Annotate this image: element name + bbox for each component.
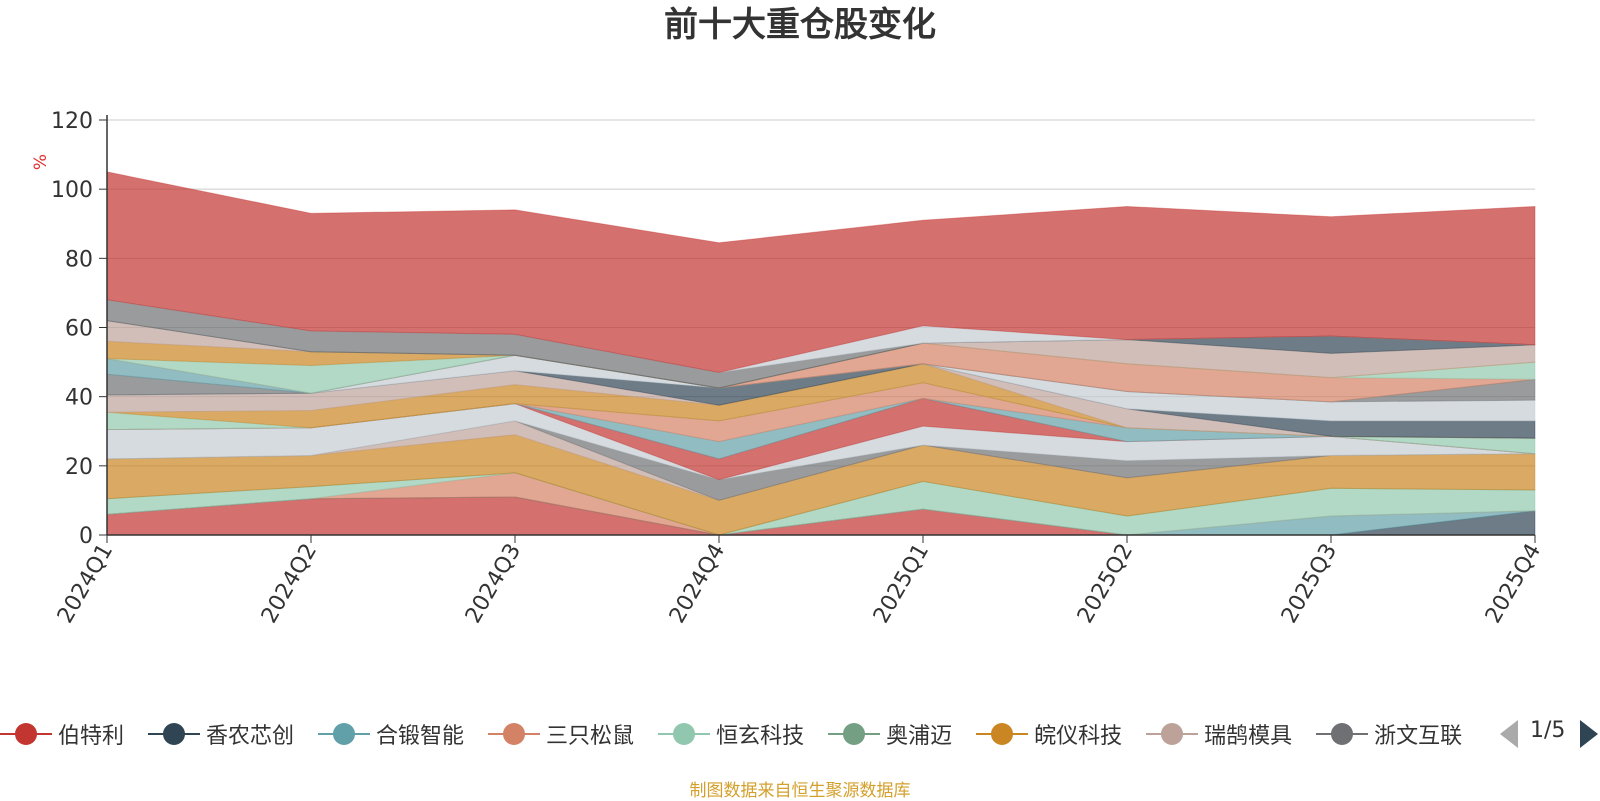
x-tick-label: 2025Q1 bbox=[869, 540, 934, 628]
legend-marker-icon bbox=[148, 712, 201, 756]
legend-label: 瑞鹄模具 bbox=[1204, 724, 1293, 749]
legend-item[interactable]: 浙文互联 bbox=[1316, 712, 1462, 756]
legend: 伯特利 香农芯创 合锻智能 三只松鼠 恒玄科技 奥浦迈 皖仪科技 瑞鹄模具 浙文互联 1/5 bbox=[0, 712, 1600, 756]
legend-item[interactable]: 伯特利 bbox=[0, 712, 124, 756]
legend-marker-icon bbox=[318, 712, 371, 756]
legend-marker-icon bbox=[976, 712, 1029, 756]
legend-page-indicator: 1/5 bbox=[1530, 718, 1566, 743]
legend-items: 伯特利 香农芯创 合锻智能 三只松鼠 恒玄科技 奥浦迈 皖仪科技 瑞鹄模具 浙文互联 bbox=[0, 712, 1475, 756]
legend-item[interactable]: 瑞鹄模具 bbox=[1146, 712, 1292, 756]
y-tick-label: 40 bbox=[65, 386, 93, 411]
y-tick-label: 100 bbox=[51, 178, 93, 203]
x-tick-label: 2024Q1 bbox=[53, 540, 118, 628]
area-series-28[interactable] bbox=[106, 171, 1536, 374]
x-tick-label: 2024Q2 bbox=[257, 540, 322, 628]
y-tick-label: 120 bbox=[51, 109, 93, 134]
chart-title: 前十大重仓股变化 bbox=[664, 5, 936, 45]
legend-item[interactable]: 香农芯创 bbox=[148, 712, 294, 756]
x-tick-label: 2025Q2 bbox=[1073, 540, 1138, 628]
legend-pager: 1/5 bbox=[1500, 712, 1600, 756]
legend-marker-icon bbox=[828, 712, 881, 756]
legend-next-page-icon[interactable] bbox=[1580, 720, 1598, 748]
legend-marker-icon bbox=[658, 712, 711, 756]
y-tick-label: 80 bbox=[65, 247, 93, 272]
stacked-area-chart: 0 20 40 60 80 100 120 2024Q1 2024Q2 2024Q3 2024Q4 2… bbox=[31, 109, 1546, 628]
legend-item[interactable]: 三只松鼠 bbox=[488, 712, 634, 756]
legend-item[interactable]: 恒玄科技 bbox=[658, 712, 804, 756]
x-tick-label: 2025Q3 bbox=[1277, 540, 1342, 628]
legend-item[interactable]: 合锻智能 bbox=[318, 712, 464, 756]
legend-item[interactable]: 奥浦迈 bbox=[828, 712, 952, 756]
legend-label: 香农芯创 bbox=[206, 724, 295, 749]
legend-marker-icon bbox=[1316, 712, 1369, 756]
y-tick-label: 0 bbox=[79, 524, 93, 549]
legend-prev-page-icon[interactable] bbox=[1500, 720, 1518, 748]
x-tick-label: 2024Q4 bbox=[665, 540, 730, 628]
legend-label: 伯特利 bbox=[58, 724, 125, 749]
legend-marker-icon bbox=[0, 712, 52, 756]
legend-marker-icon bbox=[1146, 712, 1199, 756]
area-layer bbox=[106, 171, 1536, 536]
x-tick-label: 2025Q4 bbox=[1481, 540, 1546, 628]
legend-label: 合锻智能 bbox=[376, 724, 465, 749]
legend-label: 皖仪科技 bbox=[1034, 724, 1123, 749]
legend-label: 浙文互联 bbox=[1374, 724, 1463, 749]
source-note: 制图数据来自恒生聚源数据库 bbox=[689, 781, 911, 801]
legend-label: 三只松鼠 bbox=[546, 724, 635, 749]
legend-label: 奥浦迈 bbox=[886, 724, 953, 749]
legend-item[interactable]: 皖仪科技 bbox=[976, 712, 1122, 756]
legend-label: 恒玄科技 bbox=[716, 724, 805, 749]
area-series-26[interactable] bbox=[106, 299, 1536, 389]
legend-marker-icon bbox=[488, 712, 541, 756]
y-axis-unit-label: % bbox=[31, 154, 51, 170]
y-tick-label: 60 bbox=[65, 317, 93, 342]
x-tick-label: 2024Q3 bbox=[461, 540, 526, 628]
y-tick-label: 20 bbox=[65, 455, 93, 480]
